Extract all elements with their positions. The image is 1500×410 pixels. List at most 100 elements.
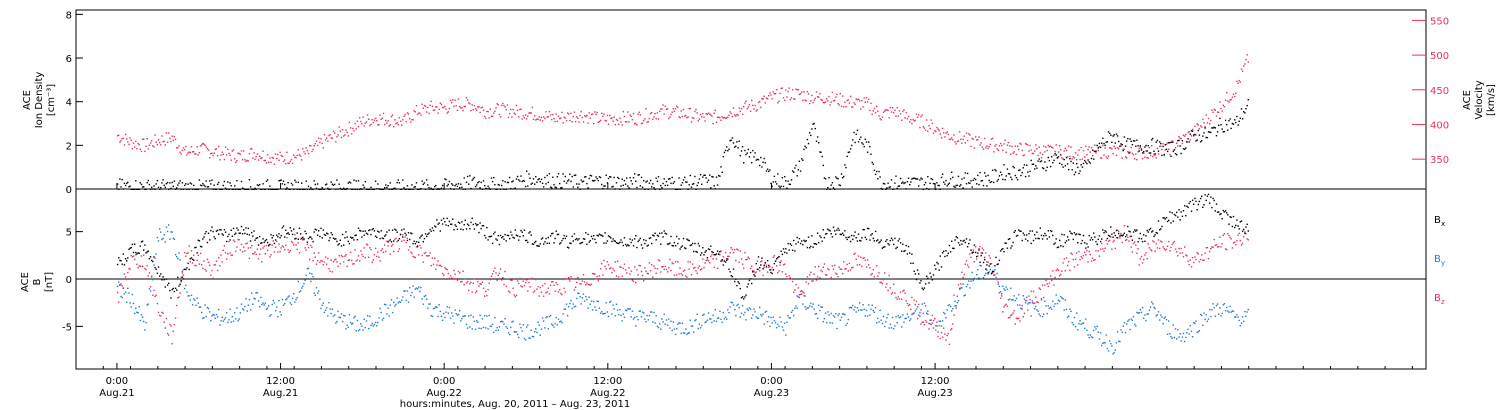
- data-point: [831, 91, 834, 94]
- data-point: [1247, 239, 1249, 241]
- data-point: [815, 243, 818, 245]
- data-point: [1174, 147, 1177, 149]
- data-point: [565, 182, 568, 184]
- data-point: [1020, 307, 1022, 309]
- data-point: [456, 314, 459, 316]
- data-point: [831, 322, 834, 324]
- data-point: [638, 174, 640, 176]
- data-point: [362, 230, 364, 232]
- data-point: [1159, 145, 1161, 148]
- data-point: [1191, 130, 1194, 132]
- data-point: [196, 259, 198, 262]
- data-point: [1003, 288, 1005, 290]
- data-point: [207, 307, 210, 310]
- data-point: [910, 308, 912, 311]
- data-point: [718, 252, 720, 255]
- data-point: [1135, 244, 1137, 246]
- data-point: [687, 188, 689, 190]
- data-point: [723, 260, 726, 262]
- data-point: [1177, 255, 1179, 257]
- data-point: [870, 274, 872, 276]
- data-point: [154, 188, 156, 190]
- data-point: [355, 330, 357, 332]
- data-point: [801, 91, 803, 93]
- data-point: [244, 232, 246, 235]
- data-point: [414, 288, 416, 290]
- data-point: [1182, 332, 1185, 335]
- data-point: [710, 245, 712, 247]
- data-point: [135, 254, 137, 256]
- data-point: [721, 260, 723, 262]
- data-point: [1184, 148, 1186, 150]
- data-point: [1002, 285, 1004, 287]
- data-point: [1130, 235, 1132, 237]
- data-point: [174, 317, 177, 319]
- data-point: [344, 255, 346, 257]
- data-point: [816, 276, 819, 278]
- data-point: [345, 254, 347, 256]
- data-point: [427, 233, 429, 235]
- data-point: [582, 238, 585, 240]
- data-point: [176, 289, 178, 291]
- data-point: [323, 311, 326, 313]
- data-point: [806, 307, 809, 309]
- data-point: [886, 239, 888, 241]
- data-point: [138, 252, 140, 254]
- data-point: [929, 319, 931, 321]
- data-point: [227, 148, 229, 150]
- data-point: [479, 283, 481, 285]
- data-point: [720, 119, 722, 121]
- data-point: [582, 180, 585, 182]
- data-point: [1093, 150, 1095, 152]
- data-point: [932, 327, 935, 329]
- data-point: [1187, 131, 1189, 134]
- data-point: [711, 321, 713, 324]
- data-point: [1230, 98, 1232, 101]
- data-point: [724, 316, 727, 318]
- data-point: [241, 187, 244, 189]
- data-point: [768, 170, 770, 173]
- data-point: [1145, 252, 1147, 254]
- data-point: [756, 260, 759, 262]
- data-point: [578, 278, 580, 281]
- data-point: [139, 319, 141, 322]
- data-point: [310, 236, 312, 238]
- data-point: [962, 276, 964, 279]
- data-point: [395, 237, 397, 240]
- data-point: [309, 272, 311, 274]
- data-point: [534, 290, 536, 292]
- data-point: [341, 129, 344, 131]
- data-point: [802, 291, 804, 293]
- data-point: [872, 110, 874, 112]
- data-point: [196, 252, 198, 254]
- data-point: [1172, 141, 1174, 143]
- data-point: [1024, 238, 1027, 240]
- data-point: [144, 150, 146, 152]
- data-point: [174, 253, 177, 256]
- data-point: [398, 238, 401, 240]
- data-point: [813, 99, 815, 101]
- data-point: [991, 271, 994, 273]
- data-point: [602, 274, 604, 276]
- data-point: [980, 252, 982, 254]
- data-point: [1023, 312, 1026, 315]
- data-point: [871, 304, 873, 306]
- data-point: [835, 313, 837, 315]
- data-point: [179, 259, 181, 261]
- data-point: [955, 305, 957, 307]
- data-point: [134, 188, 136, 190]
- data-point: [619, 241, 621, 244]
- data-point: [1048, 160, 1051, 162]
- data-point: [1094, 326, 1096, 328]
- data-point: [505, 326, 507, 328]
- data-point: [755, 110, 757, 112]
- data-point: [501, 237, 503, 239]
- data-point: [979, 245, 981, 248]
- data-point: [544, 176, 546, 179]
- data-point: [278, 180, 280, 182]
- data-point: [1073, 266, 1076, 268]
- data-point: [202, 267, 204, 269]
- data-point: [780, 260, 782, 262]
- data-point: [364, 326, 366, 329]
- data-point: [294, 156, 296, 158]
